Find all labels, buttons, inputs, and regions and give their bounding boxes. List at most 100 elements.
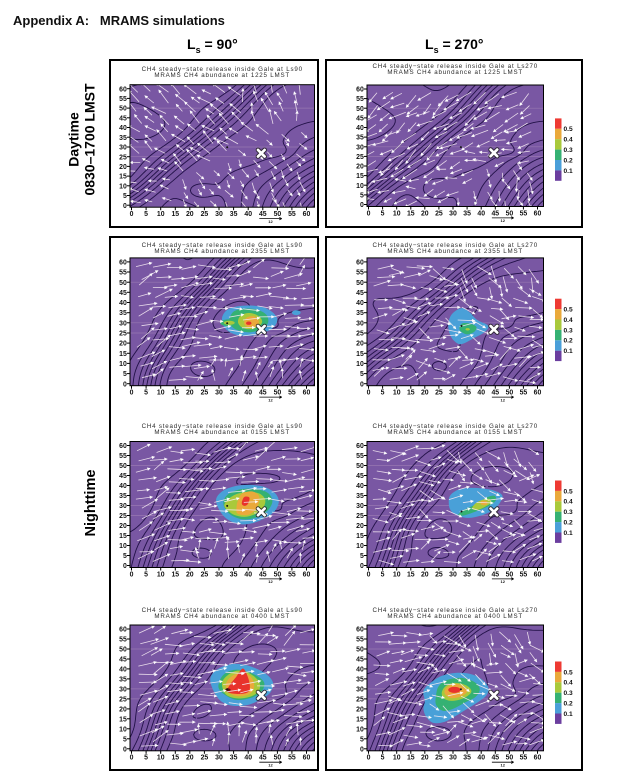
svg-text:40: 40 <box>244 754 252 761</box>
svg-text:50: 50 <box>274 211 282 218</box>
svg-text:45: 45 <box>259 389 267 396</box>
svg-text:55: 55 <box>356 636 364 643</box>
svg-text:40: 40 <box>356 125 364 132</box>
svg-text:35: 35 <box>230 571 238 578</box>
svg-text:45: 45 <box>259 571 267 578</box>
svg-text:0.5: 0.5 <box>563 306 572 313</box>
svg-text:20: 20 <box>186 211 194 218</box>
svg-text:15: 15 <box>356 716 364 723</box>
svg-text:5: 5 <box>123 553 127 560</box>
svg-text:35: 35 <box>463 389 471 396</box>
svg-text:5: 5 <box>380 389 384 396</box>
svg-text:40: 40 <box>244 389 252 396</box>
svg-text:0.3: 0.3 <box>563 509 572 516</box>
svg-text:55: 55 <box>356 453 364 460</box>
svg-text:20: 20 <box>186 389 194 396</box>
svg-text:0.1: 0.1 <box>563 710 572 717</box>
svg-text:35: 35 <box>356 310 364 317</box>
svg-text:50: 50 <box>274 389 282 396</box>
svg-text:55: 55 <box>356 96 364 103</box>
svg-text:10: 10 <box>119 361 127 368</box>
svg-text:15: 15 <box>356 173 364 180</box>
svg-text:50: 50 <box>356 646 364 653</box>
svg-text:5: 5 <box>380 210 384 217</box>
svg-text:25: 25 <box>435 389 443 396</box>
svg-text:5: 5 <box>359 193 363 200</box>
svg-text:25: 25 <box>435 210 443 217</box>
svg-text:60: 60 <box>356 87 364 94</box>
svg-text:60: 60 <box>119 86 127 93</box>
svg-text:55: 55 <box>119 636 127 643</box>
svg-text:50: 50 <box>119 463 127 470</box>
svg-text:15: 15 <box>356 350 364 357</box>
svg-text:45: 45 <box>491 210 499 217</box>
svg-text:20: 20 <box>119 706 127 713</box>
svg-text:60: 60 <box>356 626 364 633</box>
svg-text:20: 20 <box>119 340 127 347</box>
svg-text:MRAMS CH4 abundance at 0155 LM: MRAMS CH4 abundance at 0155 LMST <box>154 429 290 436</box>
svg-text:50: 50 <box>356 279 364 286</box>
svg-text:10: 10 <box>119 726 127 733</box>
svg-text:0.4: 0.4 <box>563 316 572 323</box>
svg-text:20: 20 <box>420 389 428 396</box>
svg-text:45: 45 <box>356 656 364 663</box>
svg-text:45: 45 <box>356 116 364 123</box>
svg-text:5: 5 <box>359 736 363 743</box>
svg-text:0: 0 <box>359 202 363 209</box>
svg-text:55: 55 <box>288 754 296 761</box>
svg-text:10: 10 <box>356 726 364 733</box>
svg-text:35: 35 <box>119 493 127 500</box>
svg-text:45: 45 <box>119 656 127 663</box>
svg-text:20: 20 <box>356 523 364 530</box>
svg-text:0.4: 0.4 <box>563 137 572 144</box>
svg-text:50: 50 <box>505 210 513 217</box>
svg-text:0.5: 0.5 <box>563 669 572 676</box>
svg-text:30: 30 <box>449 389 457 396</box>
svg-text:40: 40 <box>356 300 364 307</box>
svg-text:15: 15 <box>171 389 179 396</box>
svg-text:30: 30 <box>215 389 223 396</box>
svg-text:60: 60 <box>533 389 541 396</box>
svg-text:50: 50 <box>119 105 127 112</box>
svg-text:10: 10 <box>157 754 165 761</box>
svg-text:30: 30 <box>215 754 223 761</box>
svg-text:25: 25 <box>119 696 127 703</box>
svg-text:30: 30 <box>356 686 364 693</box>
svg-text:60: 60 <box>303 754 311 761</box>
svg-text:55: 55 <box>519 389 527 396</box>
svg-text:5: 5 <box>123 736 127 743</box>
svg-text:12: 12 <box>268 579 273 584</box>
svg-text:55: 55 <box>119 269 127 276</box>
svg-text:30: 30 <box>119 144 127 151</box>
svg-text:0.2: 0.2 <box>563 700 572 707</box>
svg-text:40: 40 <box>244 571 252 578</box>
svg-text:0: 0 <box>123 746 127 753</box>
svg-text:12: 12 <box>500 218 505 223</box>
svg-text:45: 45 <box>119 115 127 122</box>
svg-text:25: 25 <box>356 696 364 703</box>
svg-text:40: 40 <box>119 300 127 307</box>
svg-text:25: 25 <box>356 330 364 337</box>
svg-text:50: 50 <box>119 279 127 286</box>
svg-text:25: 25 <box>356 154 364 161</box>
svg-text:40: 40 <box>119 666 127 673</box>
svg-text:35: 35 <box>119 135 127 142</box>
svg-text:60: 60 <box>303 211 311 218</box>
svg-text:CH4 steady−state release insid: CH4 steady−state release inside Gale at … <box>372 607 537 614</box>
svg-text:15: 15 <box>406 210 414 217</box>
svg-text:15: 15 <box>171 571 179 578</box>
svg-text:60: 60 <box>533 754 541 761</box>
svg-text:0.5: 0.5 <box>563 126 572 133</box>
svg-text:CH4 steady−state release insid: CH4 steady−state release inside Gale at … <box>142 607 303 614</box>
svg-text:35: 35 <box>119 676 127 683</box>
svg-text:0.1: 0.1 <box>563 348 572 355</box>
svg-text:15: 15 <box>119 533 127 540</box>
svg-text:25: 25 <box>356 513 364 520</box>
svg-text:45: 45 <box>119 473 127 480</box>
svg-text:5: 5 <box>144 211 148 218</box>
svg-text:30: 30 <box>449 754 457 761</box>
svg-text:20: 20 <box>420 754 428 761</box>
svg-text:55: 55 <box>519 210 527 217</box>
svg-text:25: 25 <box>435 571 443 578</box>
svg-text:40: 40 <box>356 483 364 490</box>
